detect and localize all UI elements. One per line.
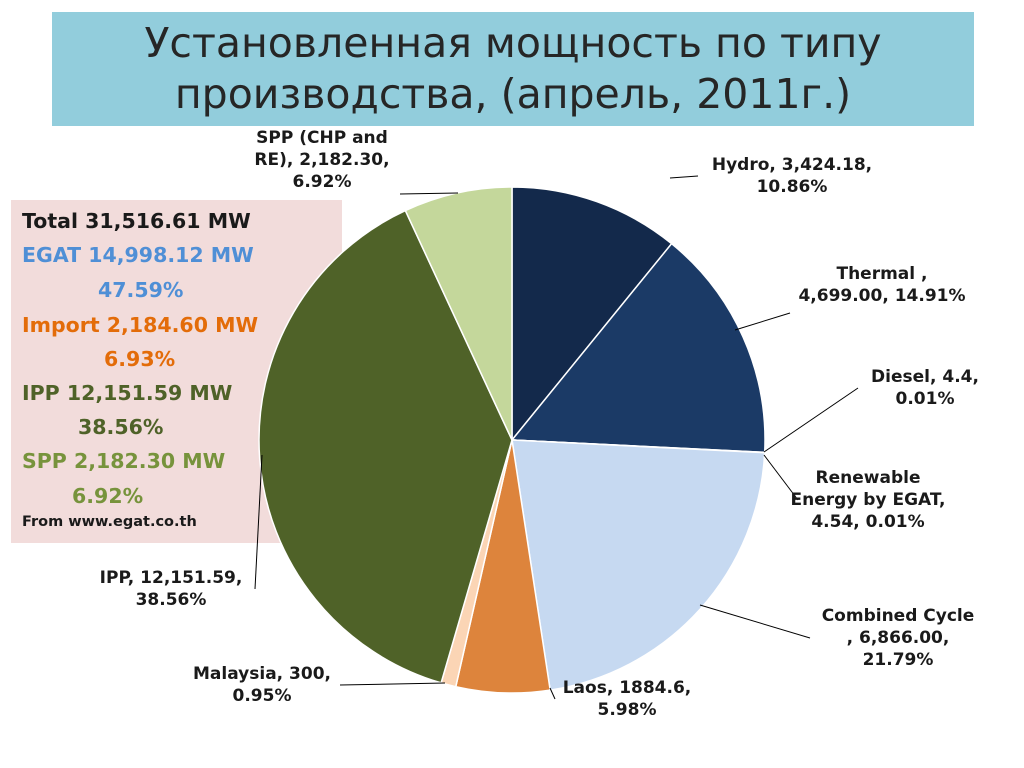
slice-label-8: SPP (CHP and RE), 2,182.30, 6.92% [254,128,389,192]
leader-line-6 [339,682,446,686]
slice-label-line: 0.01% [896,389,955,409]
slice-label-line: 21.79% [863,650,934,670]
slice-label-line: 4,699.00, 14.91% [798,286,965,306]
leader-line-7 [254,454,263,590]
summary-egat-percent: 47.59% [98,278,184,302]
slice-label-7: IPP, 12,151.59, 38.56% [100,568,243,610]
summary-ipp-percent: 38.56% [78,415,164,439]
summary-egat: EGAT 14,998.12 MW [22,243,254,267]
slice-label-0: Hydro, 3,424.18, 10.86% [712,155,872,197]
summary-import: Import 2,184.60 MW [22,313,259,337]
slice-label-1: Thermal , 4,699.00, 14.91% [798,264,965,306]
title-line-2: производства, (апрель, 2011г.) [174,70,852,118]
slice-label-line: 6.92% [293,172,352,192]
leader-lines [254,175,859,700]
slice-label-line: 4.54, 0.01% [811,512,924,532]
page-title: Установленная мощность по типу производс… [144,18,881,120]
leader-line-2 [763,387,859,453]
leader-line-3 [763,454,799,501]
slice-label-line: IPP, 12,151.59, [100,568,243,588]
leader-line-5 [549,687,556,700]
title-banner: Установленная мощность по типу производс… [52,12,974,126]
slice-label-line: Renewable [816,468,921,488]
title-line-1: Установленная мощность по типу [144,19,882,67]
slice-label-line: 5.98% [598,700,657,720]
summary-import-percent: 6.93% [104,347,176,371]
slice-label-6: Malaysia, 300, 0.95% [193,664,331,706]
slice-label-line: , 6,866.00, [847,628,950,648]
slice-label-line: Laos, 1884.6, [563,678,692,698]
leader-line-8 [399,192,459,195]
slice-label-5: Laos, 1884.6, 5.98% [563,678,692,720]
leader-line-0 [669,175,699,179]
summary-spp-percent: 6.92% [72,484,144,508]
slice-label-line: Thermal , [836,264,927,284]
slice-label-line: Diesel, 4.4, [871,367,979,387]
slice-label-line: Energy by EGAT, [790,490,945,510]
slice-label-line: SPP (CHP and [256,128,388,148]
leader-line-4 [699,604,811,639]
summary-ipp: IPP 12,151.59 MW [22,381,233,405]
slice-label-line: 0.95% [233,686,292,706]
slice-label-2: Diesel, 4.4, 0.01% [871,367,979,409]
slice-label-line: Combined Cycle [822,606,975,626]
summary-source: From www.egat.co.th [22,514,197,530]
slice-label-line: 10.86% [757,177,828,197]
slice-label-line: RE), 2,182.30, [254,150,389,170]
slice-labels: Hydro, 3,424.18, 10.86% Thermal , 4,699.00,… [100,128,979,720]
slice-label-3: Renewable Energy by EGAT, 4.54, 0.01% [790,468,945,532]
summary-spp: SPP 2,182.30 MW [22,449,226,473]
pie-slice-7 [258,209,513,684]
pie-slice-4 [511,439,766,691]
pie-slice-1 [510,242,766,454]
slice-label-4: Combined Cycle, 6,866.00, 21.79% [822,606,975,670]
pie-slice-0 [511,186,673,443]
slice-label-line: Hydro, 3,424.18, [712,155,872,175]
summary-total: Total 31,516.61 MW [22,209,251,233]
leader-line-1 [734,312,791,331]
pie-slices [258,186,766,694]
slice-label-line: Malaysia, 300, [193,664,331,684]
slice-label-line: 38.56% [136,590,207,610]
